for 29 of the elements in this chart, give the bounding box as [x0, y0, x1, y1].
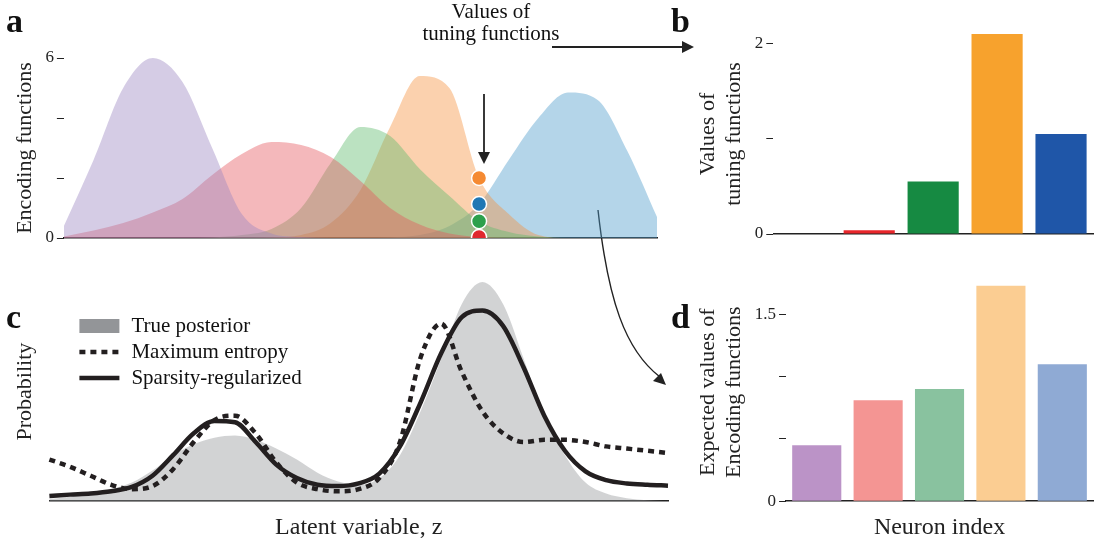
- y-tick-label: 0: [45, 227, 54, 247]
- y-tick-label: 1.5: [754, 303, 777, 323]
- legend-label: Sparsity-regularized: [131, 364, 303, 389]
- y-tick-label: 0: [767, 490, 777, 510]
- y-axis-title: Values of tuning functions: [693, 62, 746, 206]
- y-tick-label: 2: [754, 32, 764, 52]
- bar: [1037, 364, 1087, 501]
- y-axis-title: Encoding functions: [10, 62, 36, 234]
- legend-label: True posterior: [131, 312, 251, 337]
- bar: [971, 34, 1023, 234]
- y-axis-title: Probability: [10, 342, 36, 441]
- y-tick-label: 6: [45, 47, 54, 67]
- y-tick-label: 0: [754, 223, 764, 243]
- bar: [1035, 134, 1087, 234]
- bar: [976, 285, 1026, 501]
- x-axis-title: Latent variable, z: [275, 512, 443, 539]
- chart-title: b: [671, 2, 690, 39]
- y-axis-title: Expected values of Encoding functions: [693, 306, 746, 479]
- chart-title: d: [671, 298, 690, 335]
- bar: [907, 181, 959, 234]
- text: Values of tuning functions: [422, 0, 560, 45]
- x-axis-title: Neuron index: [873, 512, 1006, 539]
- text: c: [6, 298, 22, 335]
- bar: [853, 400, 903, 501]
- bar: [914, 389, 965, 501]
- legend-label: Maximum entropy: [131, 338, 289, 363]
- bar: [792, 445, 842, 501]
- bar: [843, 230, 895, 234]
- chart-title: a: [6, 2, 23, 39]
